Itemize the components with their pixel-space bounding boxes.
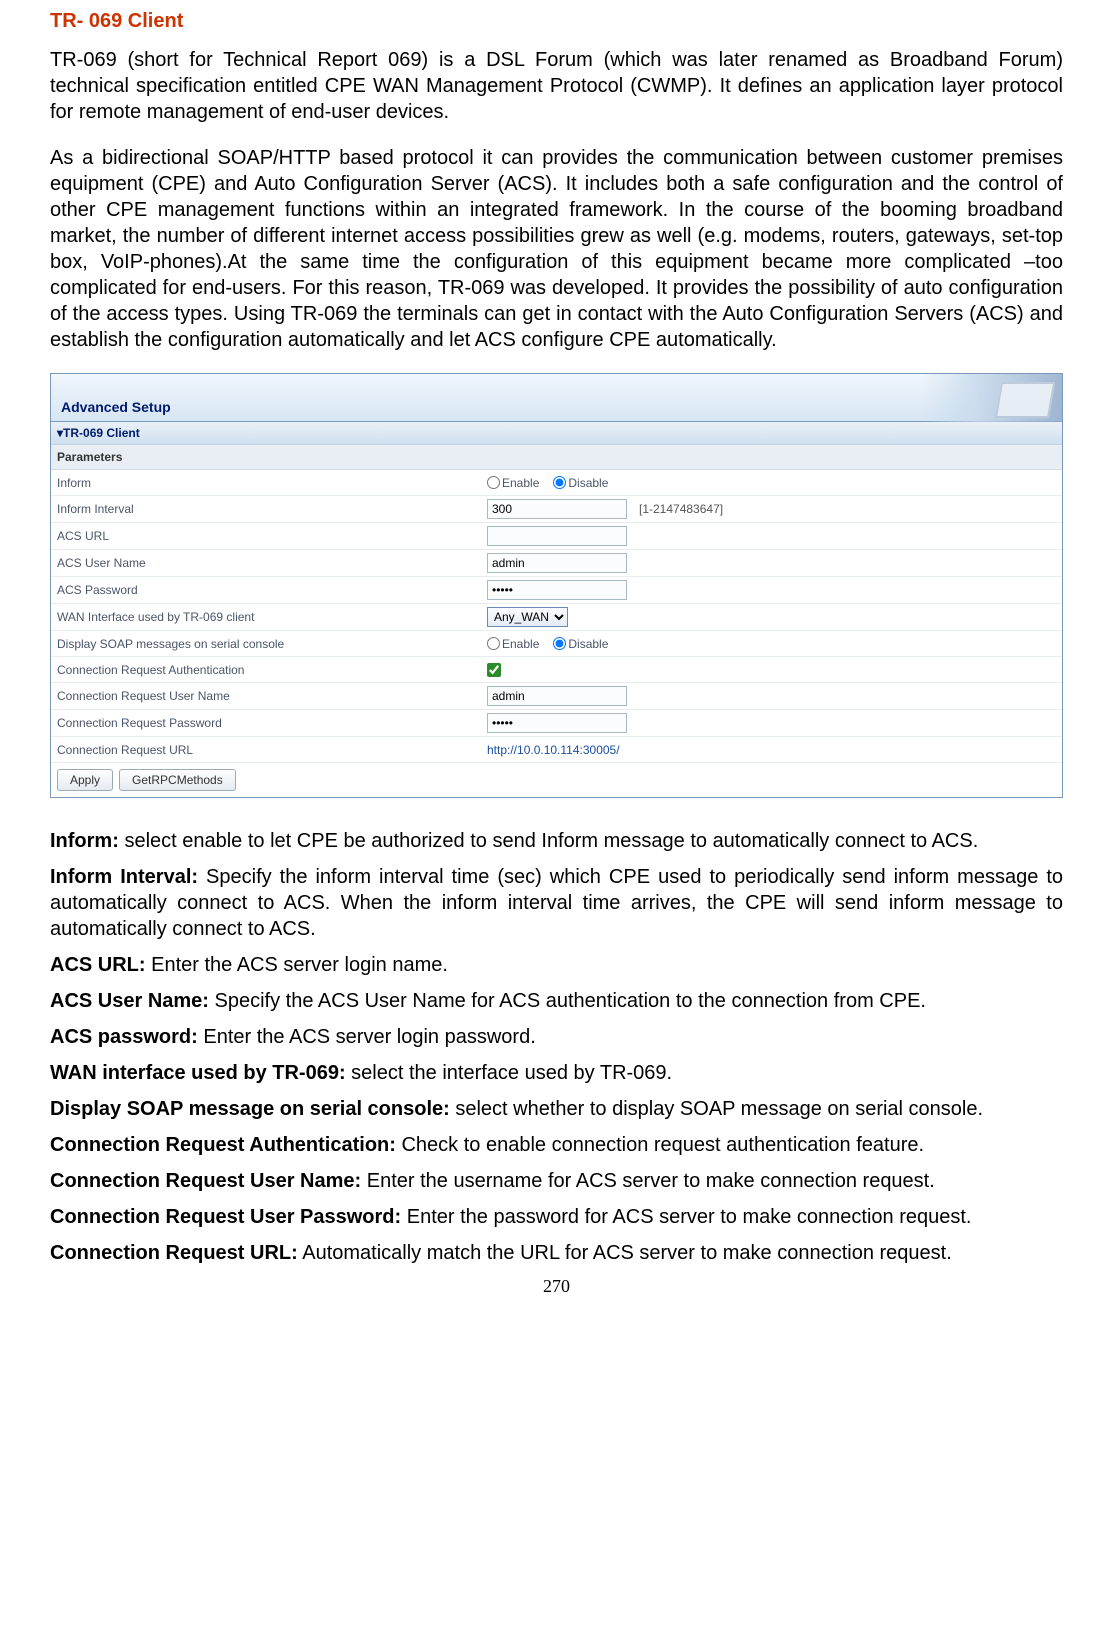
conn-url-label: Connection Request URL bbox=[57, 743, 487, 757]
interval-input[interactable] bbox=[487, 499, 627, 519]
paragraph-2: As a bidirectional SOAP/HTTP based proto… bbox=[50, 145, 1063, 353]
header-text: Advanced Setup bbox=[61, 399, 171, 415]
conn-auth-checkbox[interactable] bbox=[487, 663, 501, 677]
getrpcmethods-button[interactable]: GetRPCMethods bbox=[119, 769, 236, 791]
page-title: TR- 069 Client bbox=[50, 10, 1063, 33]
conn-user-label: Connection Request User Name bbox=[57, 689, 487, 703]
acs-pass-label: ACS Password bbox=[57, 583, 487, 597]
def-inform: Inform: select enable to let CPE be auth… bbox=[50, 828, 1063, 854]
acs-user-input[interactable] bbox=[487, 553, 627, 573]
def-inform-interval: Inform Interval: Specify the inform inte… bbox=[50, 864, 1063, 942]
row-inform: Inform Enable Disable bbox=[51, 470, 1062, 496]
apply-button[interactable]: Apply bbox=[57, 769, 113, 791]
def-conn-pass: Connection Request User Password: Enter … bbox=[50, 1204, 1063, 1230]
row-soap: Display SOAP messages on serial console … bbox=[51, 631, 1062, 657]
acs-pass-input[interactable] bbox=[487, 580, 627, 600]
def-soap: Display SOAP message on serial console: … bbox=[50, 1096, 1063, 1122]
row-acs-url: ACS URL bbox=[51, 523, 1062, 550]
row-conn-pass: Connection Request Password bbox=[51, 710, 1062, 737]
def-conn-url: Connection Request URL: Automatically ma… bbox=[50, 1240, 1063, 1266]
conn-url-value: http://10.0.10.114:30005/ bbox=[487, 743, 620, 757]
acs-user-label: ACS User Name bbox=[57, 556, 487, 570]
inform-disable-radio[interactable]: Disable bbox=[553, 476, 608, 490]
row-wan: WAN Interface used by TR-069 client Any_… bbox=[51, 604, 1062, 631]
def-wan-interface: WAN interface used by TR-069: select the… bbox=[50, 1060, 1063, 1086]
inform-enable-radio[interactable]: Enable bbox=[487, 476, 539, 490]
def-acs-user: ACS User Name: Specify the ACS User Name… bbox=[50, 988, 1063, 1014]
wan-label: WAN Interface used by TR-069 client bbox=[57, 610, 487, 624]
def-conn-auth: Connection Request Authentication: Check… bbox=[50, 1132, 1063, 1158]
paragraph-1: TR-069 (short for Technical Report 069) … bbox=[50, 47, 1063, 125]
soap-label: Display SOAP messages on serial console bbox=[57, 637, 487, 651]
conn-pass-input[interactable] bbox=[487, 713, 627, 733]
row-conn-url: Connection Request URL http://10.0.10.11… bbox=[51, 737, 1062, 763]
acs-url-label: ACS URL bbox=[57, 529, 487, 543]
row-acs-pass: ACS Password bbox=[51, 577, 1062, 604]
conn-pass-label: Connection Request Password bbox=[57, 716, 487, 730]
row-interval: Inform Interval [1-2147483647] bbox=[51, 496, 1062, 523]
row-conn-user: Connection Request User Name bbox=[51, 683, 1062, 710]
def-acs-url: ACS URL: Enter the ACS server login name… bbox=[50, 952, 1063, 978]
conn-user-input[interactable] bbox=[487, 686, 627, 706]
page-number: 270 bbox=[50, 1276, 1063, 1297]
row-acs-user: ACS User Name bbox=[51, 550, 1062, 577]
def-acs-password: ACS password: Enter the ACS server login… bbox=[50, 1024, 1063, 1050]
parameters-heading: Parameters bbox=[51, 445, 1062, 470]
interval-hint: [1-2147483647] bbox=[639, 502, 723, 516]
soap-disable-radio[interactable]: Disable bbox=[553, 637, 608, 651]
button-row: Apply GetRPCMethods bbox=[51, 763, 1062, 797]
router-ui-screenshot: Advanced Setup ▾TR-069 Client Parameters… bbox=[50, 373, 1063, 798]
soap-enable-radio[interactable]: Enable bbox=[487, 637, 539, 651]
row-conn-auth: Connection Request Authentication bbox=[51, 657, 1062, 683]
header-decor-image bbox=[922, 374, 1062, 422]
def-conn-user: Connection Request User Name: Enter the … bbox=[50, 1168, 1063, 1194]
wan-select[interactable]: Any_WAN bbox=[487, 607, 568, 627]
conn-auth-label: Connection Request Authentication bbox=[57, 663, 487, 677]
inform-label: Inform bbox=[57, 476, 487, 490]
router-header: Advanced Setup bbox=[51, 374, 1062, 422]
section-bar[interactable]: ▾TR-069 Client bbox=[51, 422, 1062, 445]
acs-url-input[interactable] bbox=[487, 526, 627, 546]
interval-label: Inform Interval bbox=[57, 502, 487, 516]
